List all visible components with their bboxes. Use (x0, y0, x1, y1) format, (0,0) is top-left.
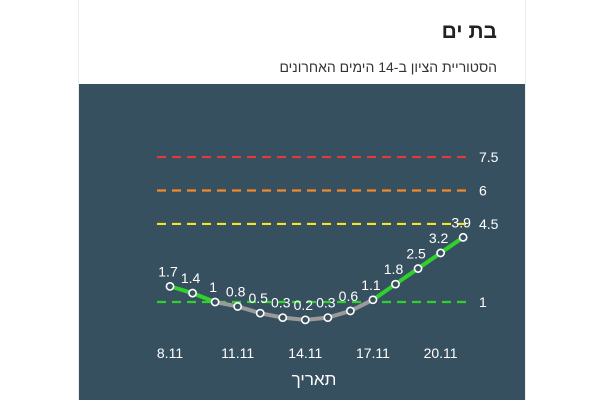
threshold-label-1: 6 (479, 183, 487, 199)
value-label-1: 1.4 (181, 270, 201, 286)
series-segment-9 (370, 282, 398, 302)
data-point-9 (368, 295, 378, 305)
data-point-13 (458, 232, 468, 242)
data-point-6 (300, 315, 310, 325)
value-label-8: 0.6 (339, 288, 359, 304)
value-label-0: 1.7 (158, 263, 178, 279)
data-point-7 (323, 313, 333, 323)
x-tick-label-4: 20.11 (424, 345, 458, 361)
data-point-0 (165, 281, 175, 291)
x-tick-label-0: 8.11 (157, 345, 183, 361)
series-segment-12 (438, 235, 466, 255)
x-axis-label: תאריך (292, 370, 337, 389)
score-history-chart: 7.564.51 1.7 1.41 0.8 0.5 0.3 0.2 0.3 0.61.11.8… (79, 84, 525, 400)
threshold-label-0: 7.5 (479, 149, 499, 165)
data-point-2 (210, 297, 220, 307)
series-segment-10 (393, 266, 421, 287)
chart-subtitle: הסטוריית הציון ב-14 הימים האחרונים (279, 59, 497, 75)
chart-area: 7.5 6 4.5 1 1.7 1.4 1 0.8 0.5 0.3 0.2 0.3 0.6 1.1 1.8… (79, 84, 525, 400)
data-point-4 (255, 308, 265, 318)
x-tick-label-3: 17.11 (356, 345, 390, 361)
value-label-13: 3.9 (451, 214, 471, 230)
city-title: בת ים (441, 20, 497, 43)
threshold-label-3: 1 (479, 294, 487, 310)
x-tick-label-2: 14.11 (288, 345, 322, 361)
chart-background (79, 84, 525, 400)
data-point-5 (278, 313, 288, 323)
value-label-10: 1.8 (384, 261, 404, 277)
city-card: בת ים הסטוריית הציון ב-14 הימים האחרונים… (78, 0, 526, 400)
data-point-10 (391, 279, 400, 289)
threshold-label-2: 4.5 (479, 216, 499, 232)
series-segment-11 (416, 250, 443, 271)
data-point-8 (345, 306, 355, 316)
value-label-11: 2.5 (406, 246, 426, 262)
value-label-12: 3.2 (429, 230, 449, 246)
value-label-7: 0.3 (316, 295, 336, 311)
data-point-12 (436, 248, 445, 258)
value-label-6: 0.2 (294, 297, 314, 313)
data-point-1 (188, 288, 197, 298)
value-label-2: 1 (209, 279, 217, 295)
value-label-3: 0.8 (226, 283, 246, 299)
value-label-5: 0.3 (271, 295, 291, 311)
value-label-4: 0.5 (248, 290, 268, 306)
data-point-3 (233, 302, 243, 311)
x-tick-label-1: 11.11 (221, 345, 254, 361)
data-point-11 (413, 264, 423, 273)
value-label-9: 1.1 (361, 277, 381, 293)
